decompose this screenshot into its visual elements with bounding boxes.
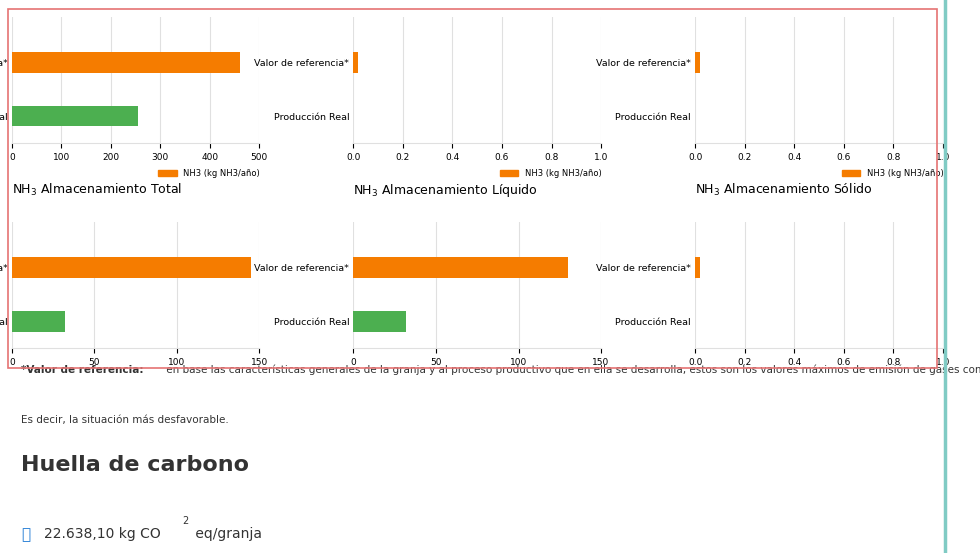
- Text: 22.638,10 kg CO: 22.638,10 kg CO: [44, 528, 161, 541]
- Bar: [695, 52, 700, 72]
- Text: ⓘ: ⓘ: [22, 528, 30, 542]
- Bar: [12, 52, 239, 72]
- Text: 2: 2: [182, 516, 188, 526]
- Bar: [354, 311, 407, 332]
- Bar: [12, 311, 65, 332]
- Bar: [354, 52, 359, 72]
- Bar: [12, 106, 138, 127]
- Text: *Valor de referencia:: *Valor de referencia:: [22, 364, 143, 375]
- Legend: NH3 (kg NH3/año): NH3 (kg NH3/año): [159, 169, 260, 178]
- Legend: NH3 (kg NH3/año): NH3 (kg NH3/año): [842, 169, 944, 178]
- Text: Es decir, la situación más desfavorable.: Es decir, la situación más desfavorable.: [22, 415, 228, 425]
- Legend: NH3 (kg NH3/año): NH3 (kg NH3/año): [500, 169, 602, 178]
- Text: en base las características generales de la granja y al proceso productivo que e: en base las características generales de…: [163, 364, 980, 375]
- Text: NH$_3$ Almacenamiento Total: NH$_3$ Almacenamiento Total: [12, 182, 182, 198]
- Bar: [354, 257, 568, 278]
- Text: NH$_3$ Almacenamiento Sólido: NH$_3$ Almacenamiento Sólido: [695, 182, 872, 198]
- Bar: [12, 257, 251, 278]
- Bar: [695, 257, 700, 278]
- Text: Huella de carbono: Huella de carbono: [22, 455, 249, 475]
- Text: eq/granja: eq/granja: [191, 528, 263, 541]
- Text: NH$_3$ Almacenamiento Líquido: NH$_3$ Almacenamiento Líquido: [354, 182, 538, 199]
